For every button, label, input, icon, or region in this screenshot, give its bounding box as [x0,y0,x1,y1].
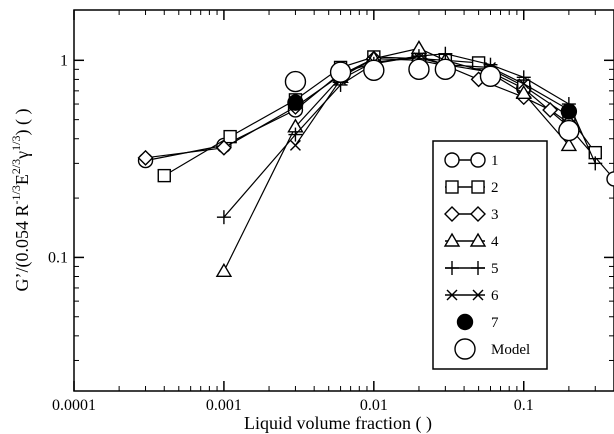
legend-entry: 7 [456,313,499,331]
legend-marker [470,152,486,168]
legend-marker [443,232,461,247]
x-tick-label: 0.1 [514,397,534,414]
x-axis-label: Liquid volume fraction ( ) [244,413,432,434]
legend-marker [471,261,485,275]
legend-marker [472,289,484,301]
data-point [363,59,385,81]
series-layer [137,39,614,278]
data-point [438,46,453,61]
legend-marker [444,206,460,222]
legend-marker [469,232,487,247]
legend-label: 6 [491,288,499,304]
legend-marker [445,180,459,194]
legend-label: 7 [491,315,499,331]
legend-label: 1 [491,153,499,169]
data-point [515,84,532,100]
data-point [479,65,502,87]
data-point [518,78,530,90]
data-point [516,70,531,85]
legend-label: 5 [491,261,499,277]
data-point [215,139,232,156]
marker-square [223,129,237,144]
data-point [560,103,578,120]
legend-box [432,140,548,370]
legend-marker [445,261,459,275]
legend-entry: 2 [445,180,499,196]
legend-entry: 3 [444,206,499,223]
legend-marker [456,313,474,331]
legend-marker [454,338,476,360]
data-point [287,94,304,111]
y-tick-label: 0.1 [48,249,68,266]
data-point [216,210,231,225]
data-point [223,129,237,144]
data-point [606,171,614,187]
data-point [288,127,303,142]
data-point [157,168,171,183]
data-point [408,58,430,81]
legend-label: Model [491,342,530,358]
legend-marker [470,206,486,222]
marker-square [157,168,171,183]
marker-square [471,180,485,194]
legend-marker [444,152,460,168]
marker-cross-b [518,78,530,90]
marker-square [445,180,459,194]
legend: 1 2 3 4 5 6 7 Model [432,140,548,370]
data-point [289,139,301,151]
major-ticks: 0.0001 0.001 0.01 0.1 0.1 1 [48,10,614,414]
plot-frame [73,9,614,392]
legend-marker [446,289,458,301]
legend-entry: 5 [445,261,499,277]
data-point [329,61,352,83]
marker-cross-b [289,139,301,151]
data-point [560,137,578,152]
marker-cross-b [472,289,484,301]
minor-ticks [74,10,614,391]
legend-label: 2 [491,180,499,196]
data-point [434,58,457,81]
series-7 [287,94,578,120]
legend-entry: 6 [445,288,499,304]
series-line [223,53,596,218]
legend-entry: 1 [444,152,499,169]
data-point [588,156,603,171]
y-tick-label: 1 [60,52,68,69]
series-model [284,58,580,142]
x-tick-label: 0.001 [206,397,242,414]
data-point [215,262,233,278]
legend-label: 4 [491,234,499,250]
data-point [542,101,559,118]
marker-cross-b [446,289,458,301]
legend-marker [471,180,485,194]
data-point [137,149,154,166]
legend-entry: 4 [443,232,499,250]
x-tick-label: 0.0001 [52,397,96,414]
x-tick-label: 0.01 [360,397,388,414]
data-point [558,119,580,142]
data-point [284,70,307,93]
y-axis-label: G’/(0.054 R-1/3E2/3γ1/3) ( ) [9,109,33,292]
legend-entry: Model [454,338,530,360]
legend-label: 3 [491,207,499,223]
